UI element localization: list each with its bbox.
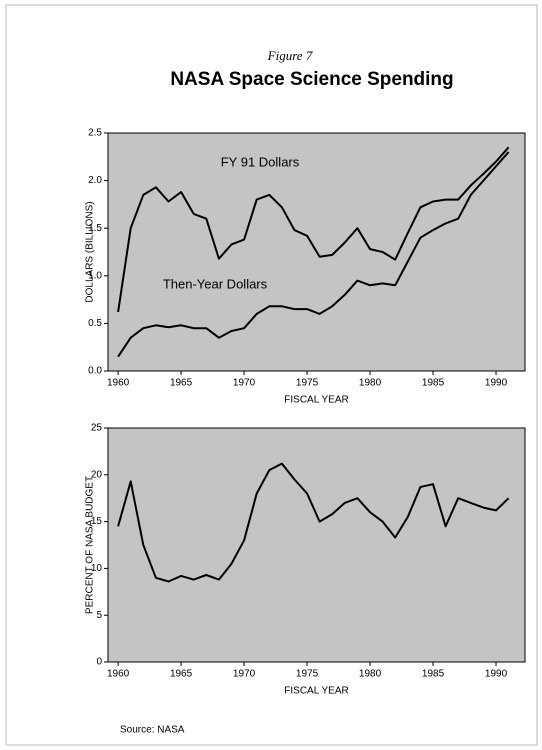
x-tick-label: 1980 [359,378,382,389]
frame [5,4,538,746]
y-tick-label: 1.0 [88,270,102,281]
annotation: FY 91 Dollars [221,154,300,169]
x-tick-label: 1990 [485,378,508,389]
x-tick-label: 1975 [296,669,319,680]
y-tick-label: 2.0 [88,175,102,186]
figure-label: Figure 7 [267,48,313,63]
title: NASA Space Science Spending [170,69,453,90]
y-axis-label: PERCENT OF NASA BUDGET [85,476,96,614]
y-axis-label: DOLLARS (BILLIONS) [85,201,96,302]
x-tick-label: 1985 [422,669,445,680]
x-tick-label: 1965 [170,378,193,389]
y-tick-label: 5 [96,610,102,621]
x-tick-label: 1975 [296,378,319,389]
data-line [117,151,510,358]
x-tick-label: 1970 [233,378,256,389]
x-tick-label: 1960 [107,669,130,680]
y-tick-label: 0.5 [88,318,102,329]
plot-area [107,132,526,372]
x-tick-label: 1960 [107,378,130,389]
x-tick-label: 1970 [233,669,256,680]
y-tick-label: 2.5 [88,128,102,139]
x-tick-label: 1965 [170,669,193,680]
y-tick-label: 0 [96,657,102,668]
annotation: Then-Year Dollars [163,276,268,291]
x-tick-label: 1985 [422,378,445,389]
data-line [117,462,510,583]
x-axis-label: FISCAL YEAR [284,395,348,406]
y-tick-label: 25 [91,423,103,434]
y-tick-label: 10 [91,563,103,574]
x-tick-label: 1990 [485,669,508,680]
x-tick-label: 1980 [359,669,382,680]
x-axis-label: FISCAL YEAR [284,686,348,697]
y-tick-label: 0.0 [88,366,102,377]
y-tick-label: 20 [91,469,103,480]
data-line [117,146,510,313]
source: Source: NASA [120,725,185,736]
y-tick-label: 15 [91,516,103,527]
y-tick-label: 1.5 [88,223,102,234]
plot-area [107,427,526,663]
